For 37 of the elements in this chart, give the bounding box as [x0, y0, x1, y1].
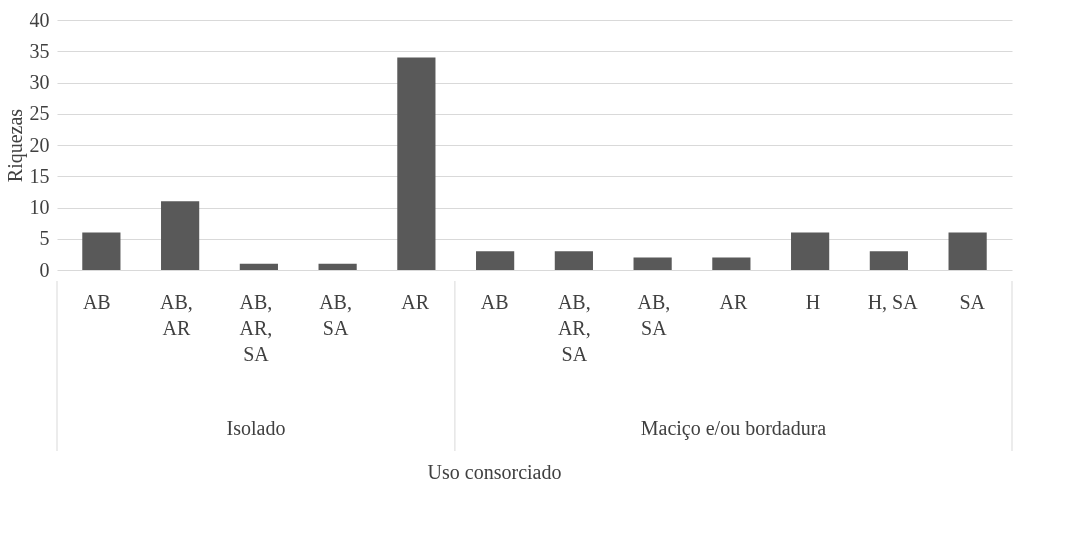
y-axis-title: Riquezas: [3, 108, 27, 183]
bar: [318, 263, 357, 270]
x-tick-label: AB, AR, SA: [557, 291, 591, 365]
y-tick-label: 35: [29, 39, 50, 62]
bar: [791, 232, 830, 270]
bar: [239, 263, 278, 270]
bar: [869, 251, 908, 270]
y-tick-label: 20: [29, 133, 50, 156]
bar: [554, 251, 593, 270]
y-tick-label: 40: [29, 8, 50, 31]
y-tick-label: 5: [39, 227, 50, 250]
x-tick-label: SA: [959, 291, 986, 313]
x-tick-label: H, SA: [867, 291, 919, 313]
y-tick-label: 15: [29, 164, 50, 187]
bar: [476, 251, 515, 270]
y-tick-label: 0: [39, 258, 50, 281]
x-tick-label: H: [805, 291, 821, 313]
bar: [82, 232, 121, 270]
y-tick-label: 25: [29, 102, 50, 125]
x-tick-label: AB, SA: [637, 291, 671, 339]
x-tick-label: AB: [82, 291, 111, 313]
x-tick-label: AB, AR, SA: [239, 291, 273, 365]
bar: [161, 201, 200, 270]
x-tick-label: AR: [401, 291, 430, 313]
y-tick-label: 30: [29, 71, 50, 93]
x-tick-label: AB, SA: [319, 291, 352, 339]
x-tick-label: AB: [480, 291, 509, 313]
x-tick-label: AB, AR: [159, 291, 193, 339]
x-axis-title: Uso consorciado: [427, 461, 562, 483]
text: Maciço e/ou bordadura: [640, 417, 827, 440]
x-tick-label: AR: [719, 291, 748, 313]
y-tick-label: 10: [29, 196, 50, 218]
bar: [712, 257, 751, 270]
bar: [397, 57, 436, 270]
text: Isolado: [226, 417, 286, 439]
bar: [633, 257, 672, 270]
bar: [948, 232, 987, 270]
